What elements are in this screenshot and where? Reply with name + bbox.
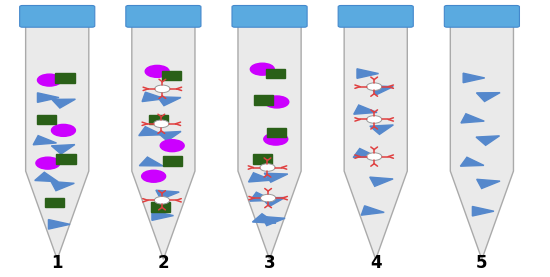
Circle shape (366, 116, 382, 123)
Polygon shape (238, 24, 301, 259)
Polygon shape (262, 216, 285, 226)
Polygon shape (370, 177, 393, 186)
Text: 1: 1 (52, 253, 63, 271)
Bar (266, 69, 285, 78)
Circle shape (366, 153, 382, 160)
Polygon shape (370, 125, 393, 134)
Polygon shape (51, 145, 75, 154)
Bar (163, 156, 182, 166)
Polygon shape (249, 173, 272, 182)
Polygon shape (477, 179, 500, 189)
Polygon shape (264, 173, 288, 182)
Polygon shape (132, 24, 195, 259)
Polygon shape (37, 93, 59, 102)
Circle shape (261, 194, 276, 202)
Circle shape (153, 120, 169, 128)
Polygon shape (450, 24, 514, 259)
Circle shape (264, 133, 288, 145)
FancyBboxPatch shape (126, 6, 201, 27)
Polygon shape (142, 92, 165, 102)
Polygon shape (361, 206, 384, 215)
Bar (56, 73, 74, 83)
Polygon shape (156, 190, 179, 199)
Bar (37, 115, 57, 124)
Polygon shape (476, 136, 499, 145)
Text: 4: 4 (370, 253, 382, 271)
Polygon shape (250, 192, 273, 201)
FancyBboxPatch shape (20, 6, 95, 27)
Polygon shape (51, 181, 74, 191)
Polygon shape (370, 86, 393, 95)
Polygon shape (476, 93, 500, 101)
Bar (253, 154, 272, 163)
Polygon shape (152, 211, 173, 220)
Polygon shape (157, 132, 181, 141)
Circle shape (52, 124, 75, 136)
Polygon shape (461, 114, 484, 123)
Bar (45, 198, 64, 207)
Polygon shape (252, 214, 276, 223)
Polygon shape (33, 136, 57, 145)
Polygon shape (139, 157, 163, 166)
Polygon shape (139, 127, 162, 136)
FancyBboxPatch shape (232, 6, 307, 27)
Polygon shape (357, 69, 378, 78)
Circle shape (36, 157, 60, 169)
Polygon shape (353, 148, 377, 157)
Circle shape (265, 96, 289, 108)
FancyBboxPatch shape (338, 6, 413, 27)
Polygon shape (463, 73, 485, 83)
Bar (151, 202, 170, 212)
Circle shape (260, 164, 275, 171)
Text: 2: 2 (158, 253, 169, 271)
Bar (267, 128, 287, 137)
Bar (162, 71, 181, 81)
Bar (254, 95, 273, 104)
Circle shape (366, 83, 382, 91)
Polygon shape (157, 97, 181, 106)
Text: 5: 5 (476, 253, 488, 271)
Polygon shape (344, 24, 408, 259)
Circle shape (145, 65, 169, 77)
Polygon shape (35, 172, 58, 182)
Polygon shape (52, 99, 75, 108)
Bar (148, 115, 168, 124)
Polygon shape (261, 198, 285, 206)
Circle shape (155, 85, 170, 93)
Circle shape (250, 63, 274, 75)
Polygon shape (354, 105, 377, 114)
Circle shape (37, 74, 62, 86)
Circle shape (155, 196, 169, 204)
Polygon shape (460, 157, 484, 166)
Text: 3: 3 (264, 253, 276, 271)
Circle shape (160, 140, 184, 152)
Circle shape (142, 170, 166, 182)
Polygon shape (26, 24, 89, 259)
Polygon shape (48, 220, 70, 229)
FancyBboxPatch shape (444, 6, 519, 27)
Bar (57, 154, 75, 163)
Polygon shape (472, 206, 494, 216)
